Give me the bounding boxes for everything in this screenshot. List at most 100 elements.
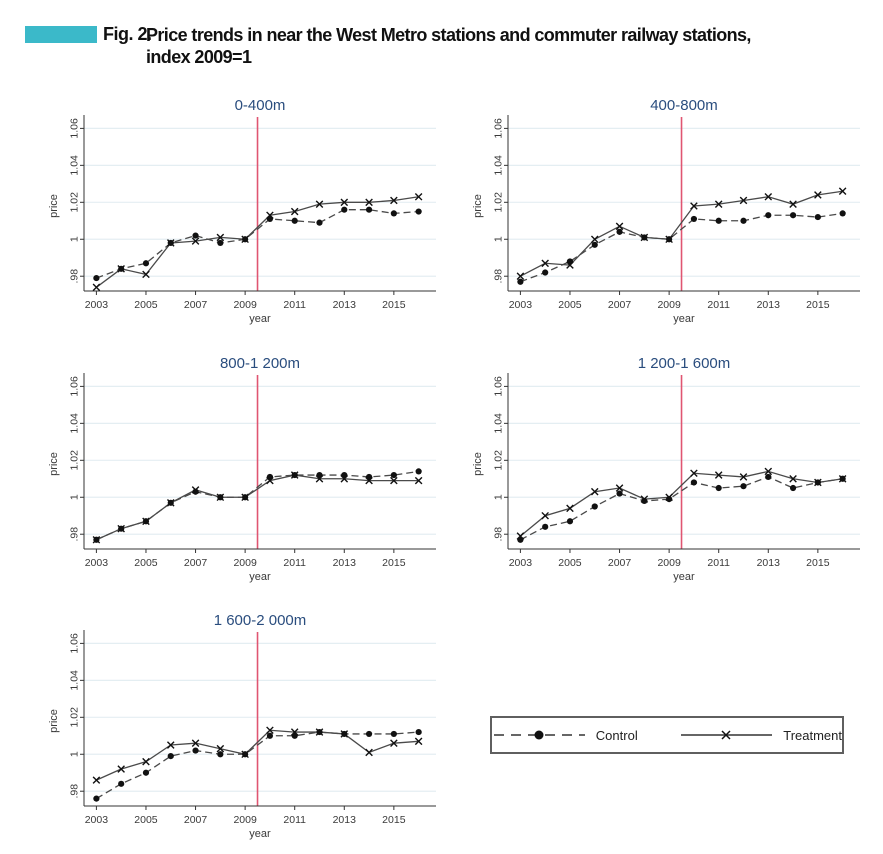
svg-text:2015: 2015 xyxy=(382,557,406,569)
axes xyxy=(507,373,860,550)
svg-text:1.02: 1.02 xyxy=(68,192,80,213)
gridlines xyxy=(84,127,436,277)
x-axis-label: year xyxy=(249,313,271,325)
figure-title-line1: Price trends in near the West Metro stat… xyxy=(146,25,751,45)
svg-text:1: 1 xyxy=(492,236,504,242)
series-treatment-markers xyxy=(516,187,847,281)
panel-title: 0-400m xyxy=(235,97,286,114)
gridlines xyxy=(508,127,860,277)
svg-text:2011: 2011 xyxy=(283,814,306,826)
svg-text:2009: 2009 xyxy=(657,299,681,311)
axes xyxy=(83,373,436,550)
svg-text:.98: .98 xyxy=(492,527,504,542)
svg-text:2007: 2007 xyxy=(184,557,208,569)
svg-text:2005: 2005 xyxy=(558,299,582,311)
control-line-sample-icon xyxy=(494,730,585,740)
treatment-line-sample-icon xyxy=(681,730,773,740)
svg-text:.98: .98 xyxy=(68,784,80,799)
figure-accent-marker xyxy=(25,26,97,43)
svg-text:1: 1 xyxy=(492,494,504,500)
series-treatment-markers xyxy=(92,192,423,292)
svg-text:2013: 2013 xyxy=(333,814,357,826)
x-axis-label: year xyxy=(249,828,271,840)
svg-text:2005: 2005 xyxy=(134,299,158,311)
chart-svg-1600-2000m: .98 1 1.02 1.04 1.06 price 2003 2005 2007 2009 201… xyxy=(48,612,436,840)
y-axis-label: price xyxy=(48,709,60,733)
figure-header: Fig. 2. Price trends in near the West Me… xyxy=(0,0,883,90)
svg-text:2013: 2013 xyxy=(757,557,781,569)
chart-svg-400-800m: .98 1 1.02 1.04 1.06 price 2003 2005 2007 2009 201… xyxy=(472,97,860,325)
panel-title: 1 200-1 600m xyxy=(638,355,731,372)
svg-text:2007: 2007 xyxy=(184,814,208,826)
svg-text:2003: 2003 xyxy=(85,299,109,311)
y-axis-label: price xyxy=(48,452,60,476)
axes xyxy=(83,115,436,292)
svg-text:1.02: 1.02 xyxy=(492,192,504,213)
y-axis-ticks: .98 1 1.02 1.04 1.06 xyxy=(68,633,84,799)
svg-text:1: 1 xyxy=(68,236,80,242)
svg-text:1.04: 1.04 xyxy=(492,155,504,176)
y-axis-label: price xyxy=(48,194,60,218)
svg-text:2009: 2009 xyxy=(657,557,681,569)
panel-title: 800-1 200m xyxy=(220,355,300,372)
series-control-line xyxy=(96,731,419,800)
panel-title: 1 600-2 000m xyxy=(214,612,307,629)
svg-text:1.06: 1.06 xyxy=(68,376,80,397)
series-treatment-markers xyxy=(92,726,423,784)
figure-number-label: Fig. 2. xyxy=(103,24,152,44)
y-axis-ticks: .98 1 1.02 1.04 1.06 xyxy=(68,376,84,542)
x-axis-ticks: 2003 2005 2007 2009 2011 2013 2015 xyxy=(509,549,830,569)
svg-text:2015: 2015 xyxy=(382,814,406,826)
svg-text:1.04: 1.04 xyxy=(68,155,80,176)
chart-svg-800-1200m: .98 1 1.02 1.04 1.06 price 2003 2005 2007 2009 201… xyxy=(48,355,436,583)
svg-text:2015: 2015 xyxy=(806,299,830,311)
chart-svg-0-400m: .98 1 1.02 1.04 1.06 price 2003 2005 2007 2009 201… xyxy=(48,97,436,325)
chart-panel-1200-1600m: .98 1 1.02 1.04 1.06 price 2003 2005 2007 2009 201… xyxy=(452,355,867,593)
svg-text:1.02: 1.02 xyxy=(68,450,80,471)
svg-text:2011: 2011 xyxy=(707,557,730,569)
gridlines xyxy=(84,385,436,535)
series-treatment-line xyxy=(96,729,419,781)
y-axis-label: price xyxy=(472,452,484,476)
chart-panel-1600-2000m: .98 1 1.02 1.04 1.06 price 2003 2005 2007 2009 201… xyxy=(28,612,443,850)
x-axis-ticks: 2003 2005 2007 2009 2011 2013 2015 xyxy=(85,549,406,569)
svg-text:2013: 2013 xyxy=(757,299,781,311)
y-axis-label: price xyxy=(472,194,484,218)
svg-text:2011: 2011 xyxy=(283,299,306,311)
svg-text:1.06: 1.06 xyxy=(68,633,80,654)
svg-text:2009: 2009 xyxy=(233,299,257,311)
svg-text:1: 1 xyxy=(68,751,80,757)
svg-text:1.02: 1.02 xyxy=(68,707,80,728)
svg-text:2003: 2003 xyxy=(85,814,109,826)
svg-text:.98: .98 xyxy=(492,269,504,284)
series-treatment-line xyxy=(96,196,419,288)
chart-svg-1200-1600m: .98 1 1.02 1.04 1.06 price 2003 2005 2007 2009 201… xyxy=(472,355,860,583)
chart-panel-0-400m: .98 1 1.02 1.04 1.06 price 2003 2005 2007 2009 201… xyxy=(28,97,443,335)
gridlines xyxy=(508,385,860,535)
y-axis-ticks: .98 1 1.02 1.04 1.06 xyxy=(68,118,84,284)
x-axis-label: year xyxy=(249,571,271,583)
svg-text:1.06: 1.06 xyxy=(492,118,504,139)
svg-text:.98: .98 xyxy=(68,527,80,542)
svg-text:2011: 2011 xyxy=(707,299,730,311)
svg-text:1.06: 1.06 xyxy=(68,118,80,139)
chart-panel-800-1200m: .98 1 1.02 1.04 1.06 price 2003 2005 2007 2009 201… xyxy=(28,355,443,593)
series-treatment-markers xyxy=(516,467,847,540)
panel-title: 400-800m xyxy=(650,97,718,114)
x-axis-label: year xyxy=(673,571,695,583)
legend-box: Control Treatment xyxy=(490,716,844,754)
svg-text:2009: 2009 xyxy=(233,814,257,826)
svg-text:2013: 2013 xyxy=(333,299,357,311)
svg-text:2013: 2013 xyxy=(333,557,357,569)
svg-text:2007: 2007 xyxy=(184,299,208,311)
legend-treatment-label: Treatment xyxy=(783,727,842,743)
chart-panel-400-800m: .98 1 1.02 1.04 1.06 price 2003 2005 2007 2009 201… xyxy=(452,97,867,335)
series-treatment-markers xyxy=(92,471,423,544)
gridlines xyxy=(84,642,436,792)
svg-text:2015: 2015 xyxy=(382,299,406,311)
svg-text:2009: 2009 xyxy=(233,557,257,569)
svg-text:.98: .98 xyxy=(68,269,80,284)
legend-control-label: Control xyxy=(595,727,638,743)
x-axis-ticks: 2003 2005 2007 2009 2011 2013 2015 xyxy=(85,806,406,826)
svg-text:2011: 2011 xyxy=(283,557,306,569)
